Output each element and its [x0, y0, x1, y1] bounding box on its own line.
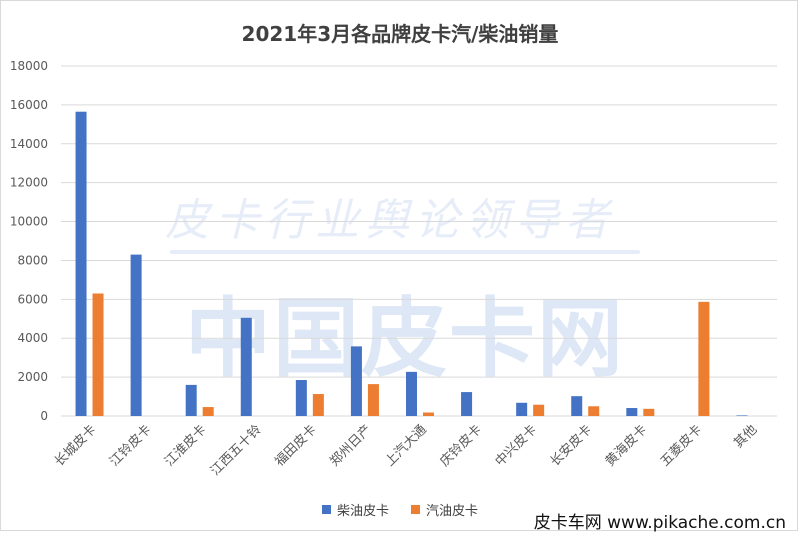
bar-diesel [240, 317, 252, 416]
x-tick-label: 郑州日产 [327, 422, 374, 469]
chart-title: 2021年3月各品牌皮卡汽/柴油销量 [241, 22, 559, 46]
y-tick-label: 2000 [17, 370, 48, 384]
y-tick-label: 4000 [17, 331, 48, 345]
bar-gasoline [92, 293, 104, 416]
y-tick-label: 0 [40, 409, 48, 423]
y-tick-label: 12000 [10, 176, 48, 190]
bar-diesel [185, 384, 197, 416]
legend-label-gasoline: 汽油皮卡 [426, 504, 479, 519]
x-tick-label: 长城皮卡 [52, 422, 99, 469]
bar-gasoline [588, 406, 600, 416]
bar-gasoline [367, 384, 379, 416]
y-tick-label: 10000 [10, 215, 48, 229]
site-footer: 皮卡车网 www.pikache.com.cn [533, 513, 786, 533]
bar-gasoline [423, 412, 434, 416]
bar-diesel [736, 415, 748, 416]
x-tick-label: 其他 [731, 422, 760, 451]
bar-diesel [295, 380, 307, 416]
bar-diesel [571, 396, 583, 416]
bar-diesel [75, 111, 87, 416]
legend-swatch-gasoline [411, 505, 420, 514]
y-tick-label: 14000 [10, 137, 48, 151]
watermark-underline [170, 250, 640, 254]
x-tick-label: 长安皮卡 [548, 422, 595, 469]
bar-gasoline [312, 394, 324, 416]
x-tick-label: 福田皮卡 [272, 422, 319, 469]
bar-gasoline [698, 301, 710, 416]
y-tick-label: 18000 [10, 59, 48, 73]
x-tick-label: 五菱皮卡 [658, 422, 705, 469]
legend-item-diesel: 柴油皮卡 [321, 500, 389, 519]
bar-diesel [350, 346, 362, 416]
bar-gasoline [202, 407, 214, 416]
watermark-brand: 中国皮卡网 [185, 289, 625, 389]
y-tick-label: 8000 [17, 253, 48, 267]
y-tick-label: 6000 [17, 292, 48, 306]
x-tick-label: 黄海皮卡 [603, 422, 650, 469]
legend-item-gasoline: 汽油皮卡 [411, 500, 478, 519]
watermark-slogan: 皮卡行业舆论领导者 [165, 195, 615, 246]
legend: 柴油皮卡 汽油皮卡 [0, 500, 800, 519]
bar-gasoline [533, 404, 545, 416]
x-tick-label: 庆铃皮卡 [438, 422, 485, 469]
legend-label-diesel: 柴油皮卡 [336, 504, 389, 519]
x-tick-label: 江铃皮卡 [107, 422, 154, 469]
legend-swatch-diesel [321, 505, 331, 514]
x-tick-label: 江西五十铃 [208, 422, 265, 479]
y-tick-label: 16000 [10, 98, 48, 112]
bar-diesel [626, 408, 638, 416]
bar-diesel [130, 254, 142, 416]
bar-diesel [516, 402, 528, 416]
x-tick-label: 中兴皮卡 [493, 422, 540, 469]
bar-diesel [406, 371, 417, 416]
x-tick-label: 江淮皮卡 [162, 422, 209, 469]
bar-diesel [461, 392, 473, 416]
x-tick-label: 上汽大通 [382, 422, 429, 469]
bar-gasoline [643, 408, 655, 416]
